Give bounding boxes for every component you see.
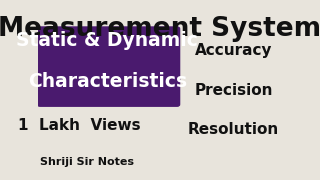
Text: Precision: Precision <box>194 82 273 98</box>
FancyBboxPatch shape <box>37 27 180 106</box>
Text: Static & Dynamic: Static & Dynamic <box>16 31 198 50</box>
Text: Characteristics: Characteristics <box>28 72 187 91</box>
Text: Accuracy: Accuracy <box>195 43 272 58</box>
Text: Shriji Sir Notes: Shriji Sir Notes <box>40 157 133 167</box>
Text: Measurement System: Measurement System <box>0 16 320 42</box>
Text: 1  Lakh  Views: 1 Lakh Views <box>18 118 140 134</box>
Text: Resolution: Resolution <box>188 122 279 137</box>
